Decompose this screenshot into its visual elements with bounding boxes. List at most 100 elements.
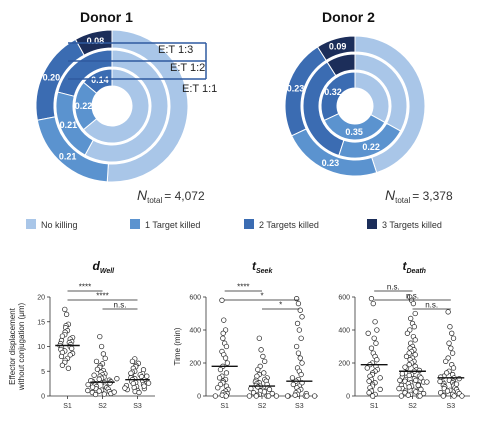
y-tick-label: 400 [189,328,201,335]
donut-value-label: 0.21 [60,120,78,130]
x-tick-label: S2 [98,403,107,410]
data-point [406,384,412,390]
data-point [58,353,65,360]
donut-value-label: 0.14 [91,75,109,85]
data-point [418,375,424,381]
data-point [248,385,254,392]
data-point [415,382,421,388]
data-point [417,393,423,399]
data-point [269,390,275,397]
data-point [416,367,423,374]
data-point [144,373,150,379]
data-point [220,330,226,336]
et-label-1-1: E:T 1:1 [182,83,217,95]
data-point [216,375,223,381]
data-point [59,362,66,368]
data-point [450,335,457,341]
significance-label: **** [237,283,249,292]
panel-title: tSeek [252,259,273,275]
x-tick-label: S3 [295,403,304,410]
data-point [96,388,102,394]
data-point [292,392,298,398]
data-point [364,365,370,371]
significance-label: * [260,292,263,301]
data-point [451,393,457,399]
donut-slice-two [302,61,345,157]
data-point [443,370,450,376]
donut-slice-no-killing [84,49,169,163]
data-point [111,389,117,395]
data-point [368,345,375,351]
donut-slice-no-killing [82,68,150,144]
donor1-donut-chart: 0.22 0.14 0.21 0.21 0.20 0.08 [35,29,189,183]
significance-label: n.s. [425,301,438,310]
legend-swatch-no-killing [26,219,36,229]
x-tick-label: S3 [133,403,142,410]
data-point [412,352,418,358]
data-point [256,335,262,341]
legend-swatch-three [367,219,377,229]
data-point [290,381,296,388]
donor2-n-total: Ntotal = 3,378 [385,187,453,205]
data-point [453,381,460,387]
data-point [405,392,411,398]
legend: No killing 1 Target killed 2 Targets kille… [26,219,442,230]
y-tick-label: 200 [338,361,350,368]
data-point [255,366,261,373]
svg-text:Ntotal= 4,072: Ntotal = 4,072 [137,187,205,205]
data-point [297,307,303,313]
data-point [96,376,102,382]
data-point [449,330,455,336]
n-symbol: N [385,187,396,203]
data-point [223,393,229,399]
data-point [215,385,221,391]
data-point [437,374,444,380]
data-point [397,377,403,383]
y-tick-label: 10 [37,344,45,351]
data-point [365,330,371,336]
data-point [377,375,383,381]
data-point [69,345,75,352]
data-point [299,360,305,366]
y-tick-label: 15 [37,319,45,326]
data-point [403,353,410,360]
data-point [224,360,231,366]
data-point [266,386,273,393]
et-label-1-3: E:T 1:3 [158,44,193,56]
data-point [145,380,152,386]
data-point [222,355,229,361]
y-tick-label: 600 [338,295,350,302]
data-point [298,371,304,378]
panel-t-death: tDeath 0 200 400 600 S1 S2 S3 n.s. n.s. n.s. [338,259,470,410]
donut-slice-three [316,35,356,62]
data-point [101,391,107,397]
y-tick-label: 200 [189,361,201,368]
donor1-n-total: Ntotal = 4,072 [137,187,205,205]
data-point [448,345,454,351]
data-point [62,306,68,313]
donut-value-label: 0.35 [345,127,363,137]
data-point [304,393,310,399]
data-point [63,311,70,317]
donut-value-label: 0.23 [322,158,340,168]
y-axis-label: Effector displacement [8,307,17,385]
y-tick-label: 0 [346,394,350,401]
data-point [217,381,224,388]
data-point [399,371,405,377]
data-point [372,319,378,325]
data-point [102,355,108,362]
x-tick-label: S1 [220,403,229,410]
data-point [297,355,303,361]
data-point [366,390,372,396]
data-point [412,337,418,343]
donut-slice-one [55,91,94,156]
n-value: = 3,378 [412,189,453,203]
donut-value-label: 0.21 [59,151,77,161]
data-point [100,351,107,357]
data-point [94,366,101,372]
significance-label: n.s. [114,301,127,310]
donut-slice-two [284,46,327,137]
data-point [293,343,300,350]
data-point [296,327,302,333]
